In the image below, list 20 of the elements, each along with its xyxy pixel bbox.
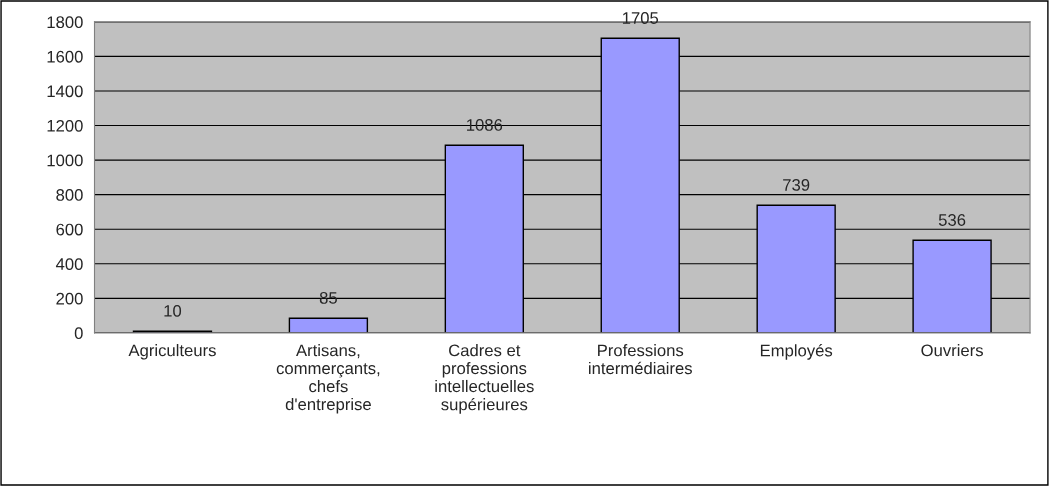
x-tick-label: Professions intermédiaires	[589, 344, 692, 375]
x-tick-label: Ouvriers	[921, 344, 983, 357]
x-tick-label: Artisans, commerçants, chefs d'entreprise	[276, 344, 380, 414]
y-tick-label: 200	[56, 292, 83, 305]
y-tick-label: 1200	[47, 119, 83, 132]
y-tick-label: 600	[56, 223, 83, 236]
x-tick-label: Agriculteurs	[128, 344, 216, 360]
y-tick-label: 1800	[47, 16, 83, 29]
y-tick-label: 1000	[47, 154, 83, 167]
data-label: 10	[164, 304, 182, 317]
x-tick-label: Employés	[760, 344, 833, 360]
x-tick-label: Cadres et professions intellectuelles supérieures	[435, 344, 534, 414]
data-label: 536	[938, 214, 966, 226]
y-tick-label: 1400	[47, 85, 83, 98]
data-label: 1705	[622, 12, 659, 24]
y-tick-label: 0	[74, 327, 83, 340]
data-label: 739	[783, 179, 810, 191]
y-tick-label: 1600	[47, 50, 83, 63]
y-tick-label: 400	[55, 258, 83, 270]
y-tick-label: 800	[56, 189, 83, 201]
